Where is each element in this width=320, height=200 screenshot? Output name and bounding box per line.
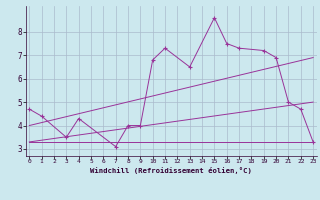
X-axis label: Windchill (Refroidissement éolien,°C): Windchill (Refroidissement éolien,°C) bbox=[90, 167, 252, 174]
